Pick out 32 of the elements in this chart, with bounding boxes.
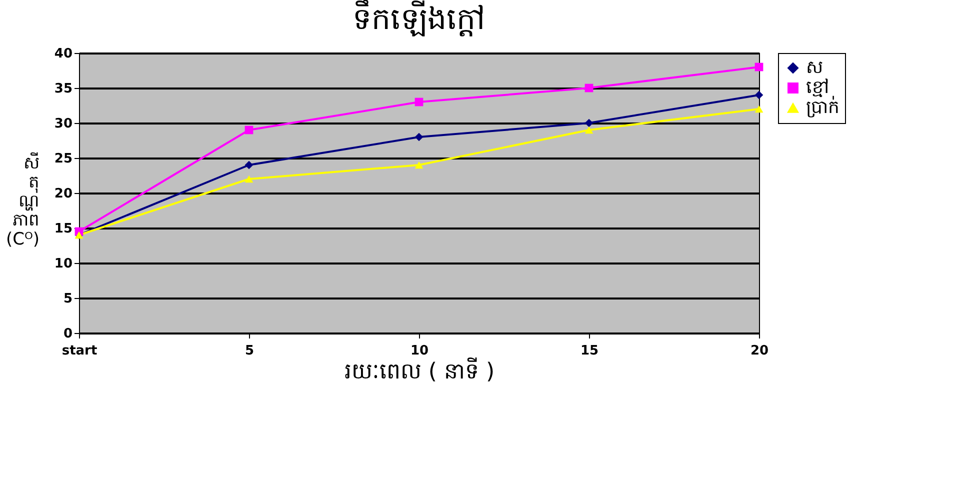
y-tick-label: 15 [54, 222, 72, 236]
legend-label: ខ្មៅ [806, 77, 829, 98]
chart-title: ទឹកឡើងក្តៅ [352, 0, 486, 37]
point [414, 132, 424, 142]
y-tick-label: 30 [54, 116, 72, 132]
point [244, 175, 254, 183]
y-tick-label: 40 [54, 46, 72, 62]
point [584, 84, 594, 92]
legend-label: ប្រាក់ [806, 95, 839, 118]
point [244, 160, 254, 170]
y-axis-title: សី តុ ណ្ហ ភាព (Cᴼ) [6, 152, 40, 250]
point [584, 118, 594, 128]
x-tick-label: start [62, 344, 98, 358]
y-tick-label: 10 [54, 256, 72, 272]
point [414, 98, 424, 106]
y-tick-label: 20 [54, 186, 72, 202]
point [754, 105, 764, 113]
point [754, 90, 764, 100]
x-axis-title: រយៈពេល ( នាទី ) [344, 358, 495, 384]
y-tick-label: 35 [54, 82, 72, 96]
y-tick-label: 0 [63, 326, 72, 342]
point [754, 62, 764, 72]
point [244, 126, 254, 134]
legend-label: ស [806, 57, 823, 77]
x-tick-label: 15 [580, 344, 599, 358]
point [414, 161, 424, 169]
y-tick-label: 25 [54, 152, 72, 166]
y-tick-label: 5 [63, 292, 72, 306]
x-tick-label: 20 [750, 344, 769, 358]
point [584, 126, 594, 134]
x-tick-label: 5 [244, 344, 254, 358]
x-tick-label: 10 [410, 344, 429, 358]
